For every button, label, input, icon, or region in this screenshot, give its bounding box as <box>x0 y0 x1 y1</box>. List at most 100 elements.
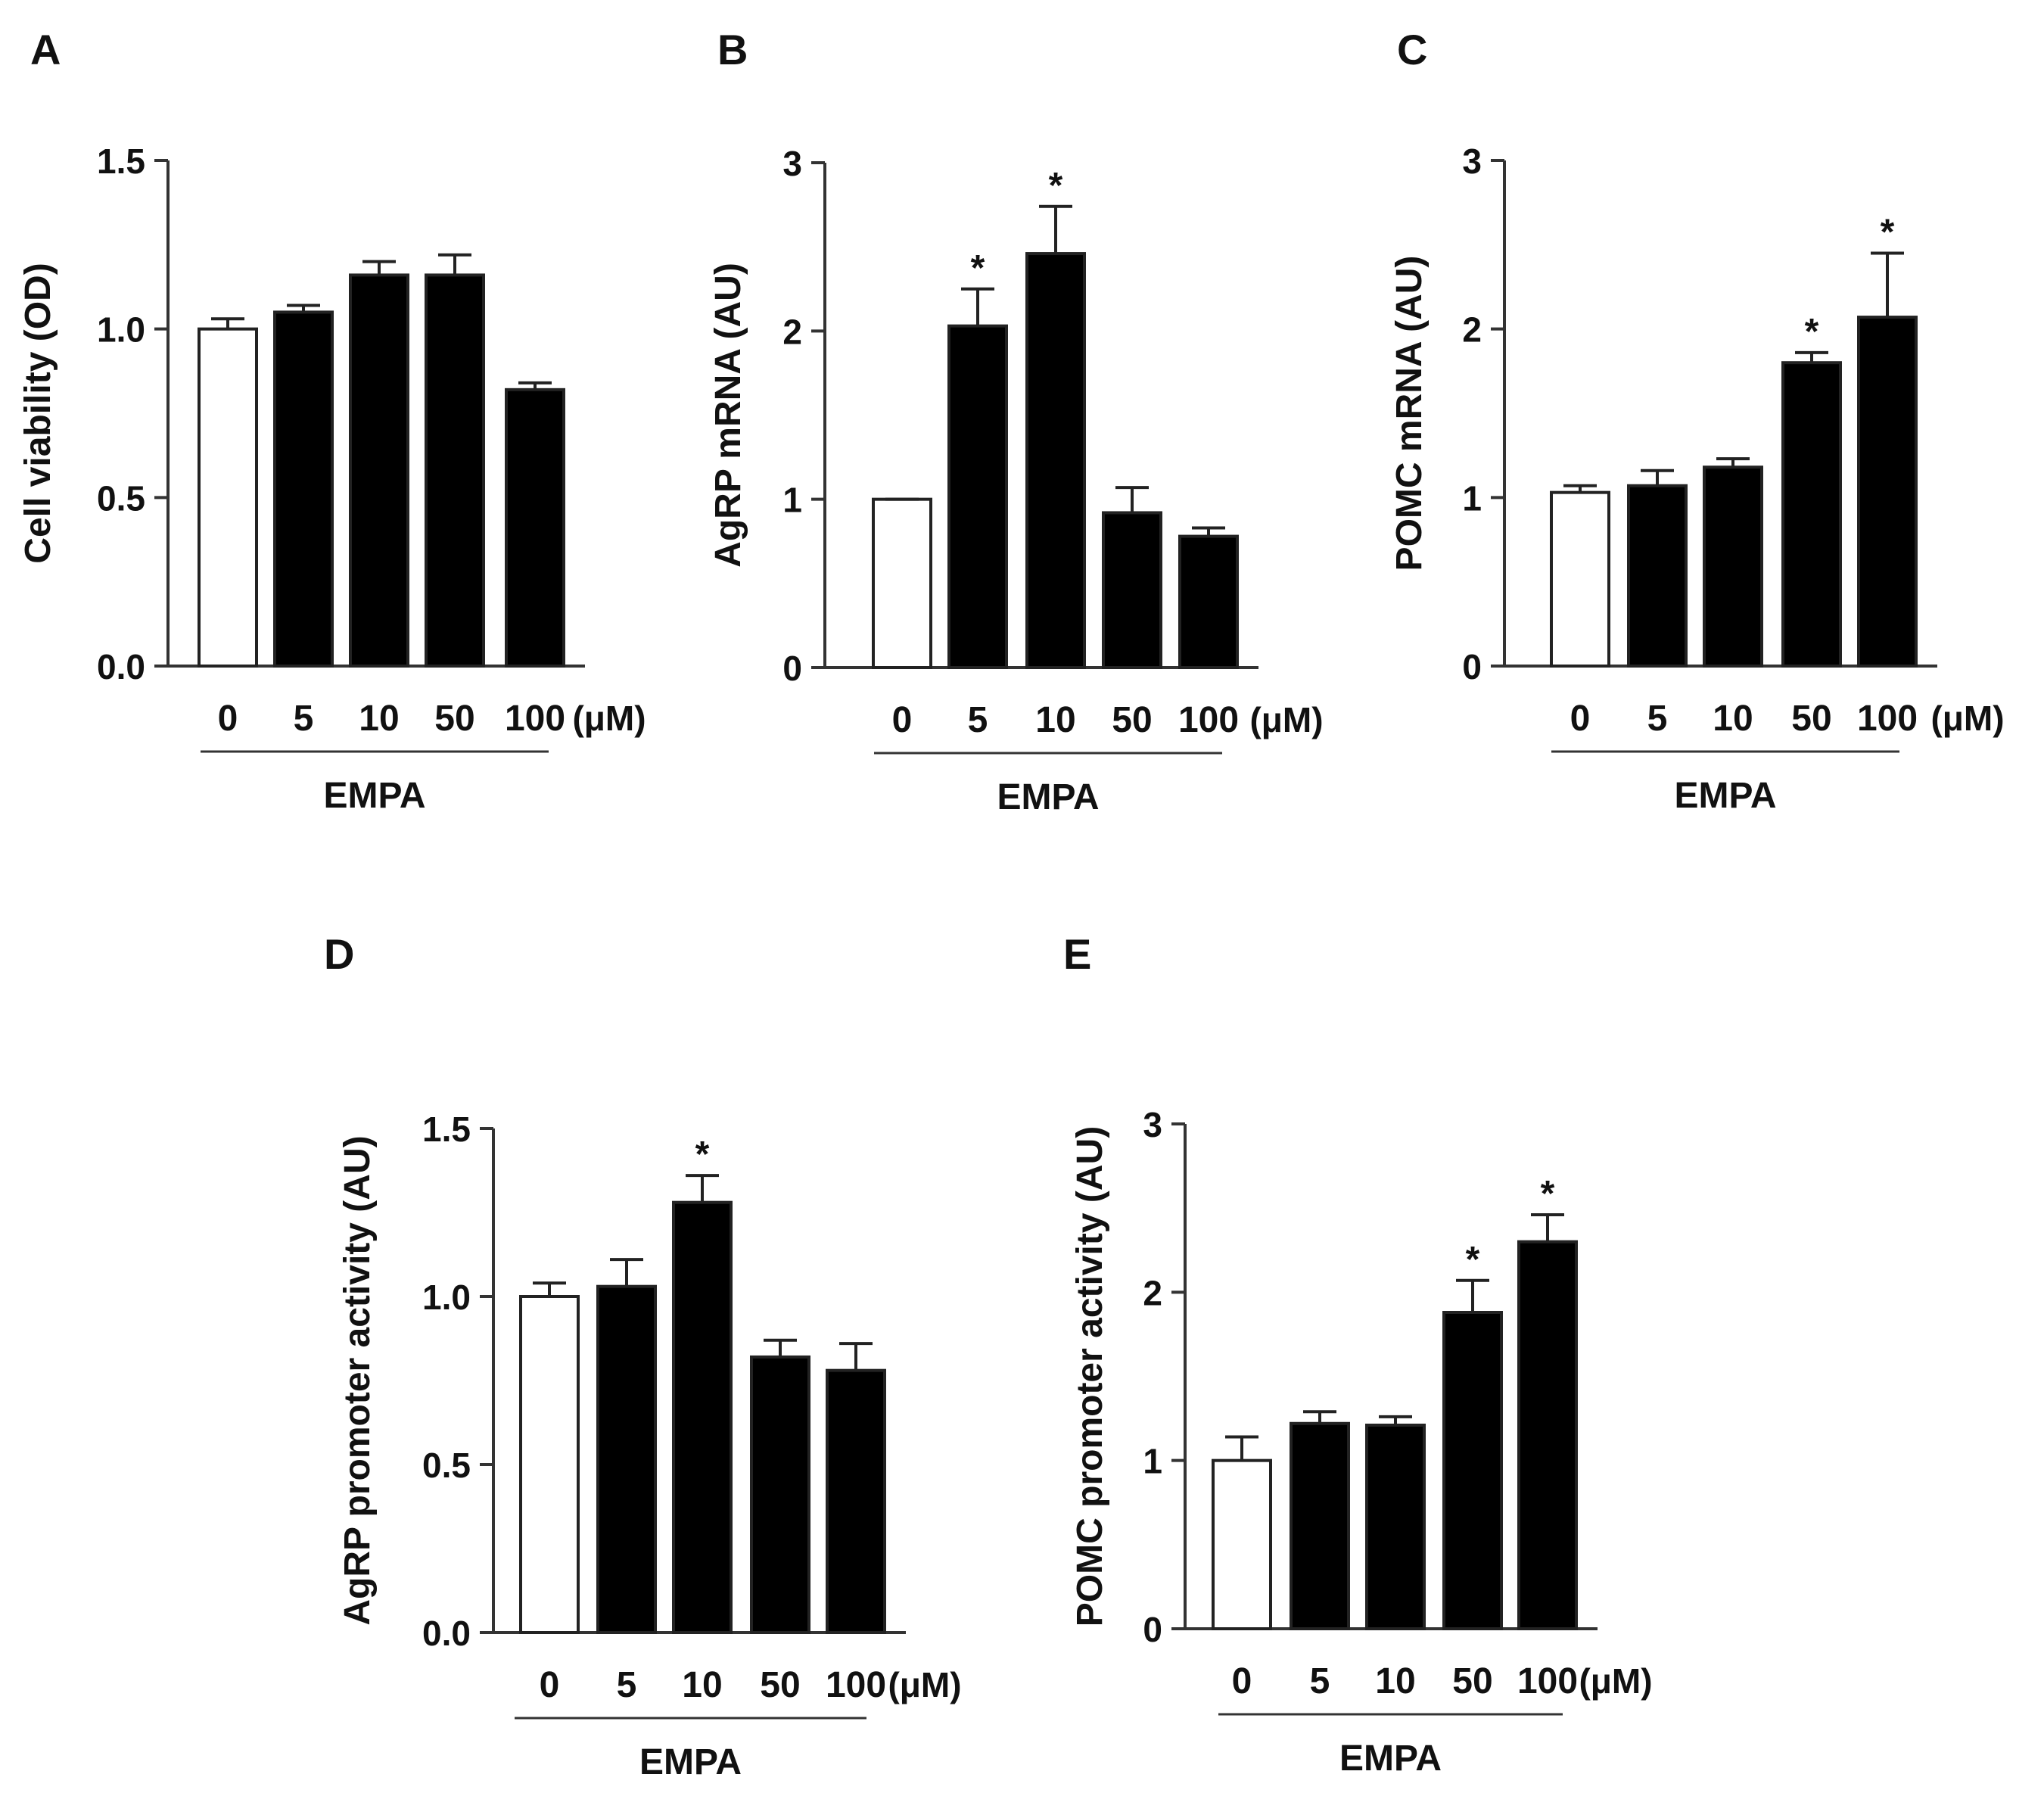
y-tick-label: 1.5 <box>97 142 145 181</box>
x-tick-label: 10 <box>682 1665 722 1705</box>
panel-letter: C <box>1397 26 1427 73</box>
y-tick-label: 2 <box>1462 310 1482 350</box>
bar-10 <box>349 273 409 668</box>
bar-5 <box>1627 484 1688 668</box>
y-tick-label: 1 <box>1462 478 1482 518</box>
panel-letter: D <box>324 930 354 978</box>
group-label: EMPA <box>997 777 1099 817</box>
y-axis-label: POMC mRNA (AU) <box>1389 256 1430 571</box>
bar-100 <box>1517 1240 1578 1630</box>
bar-5 <box>1290 1421 1350 1630</box>
panel-b: B 0 1 2 3 AgRP mRNA (AU) 0 * 5 * 10 50 100 (μM) EMPA <box>708 26 1324 817</box>
bar-50 <box>1781 361 1842 668</box>
significance-star: * <box>1541 1174 1555 1214</box>
bar-50 <box>1442 1311 1503 1630</box>
y-tick-label: 0.5 <box>422 1446 471 1485</box>
unit-label: (μM) <box>1249 700 1323 739</box>
x-tick-label: 50 <box>1791 699 1831 739</box>
bar-10 <box>672 1200 733 1635</box>
x-tick-label: 100 <box>1178 700 1239 740</box>
x-tick-label: 5 <box>617 1665 637 1705</box>
group-label: EMPA <box>1674 776 1776 816</box>
x-tick-label: 10 <box>1035 700 1075 740</box>
x-tick-label: 10 <box>1713 699 1753 739</box>
bar-10 <box>1703 465 1763 668</box>
panel-e: E 0 1 2 3 POMC promoter activity (AU) 0 5 10 * 50 *… <box>1063 930 1653 1779</box>
x-tick-label: 0 <box>1570 699 1591 739</box>
y-tick-label: 0 <box>782 649 802 688</box>
y-tick-label: 0.0 <box>422 1614 471 1653</box>
bar-5 <box>596 1284 657 1635</box>
bar-0 <box>198 327 258 668</box>
bar-10 <box>1365 1423 1426 1631</box>
y-tick-label: 1 <box>782 481 802 520</box>
unit-label: (μM) <box>1579 1661 1652 1701</box>
y-tick-label: 3 <box>1462 142 1482 181</box>
panel-letter: E <box>1063 930 1091 978</box>
x-tick-label: 10 <box>359 699 399 739</box>
panel-letter: A <box>30 26 61 73</box>
x-tick-label: 50 <box>1112 700 1152 740</box>
bar-100 <box>505 388 565 668</box>
x-tick-label: 0 <box>1232 1661 1252 1701</box>
bar-100 <box>1178 534 1239 670</box>
y-tick-label: 1.0 <box>97 310 145 350</box>
x-tick-label: 0 <box>892 700 913 740</box>
group-label: EMPA <box>1339 1739 1442 1779</box>
x-tick-label: 50 <box>760 1665 800 1705</box>
group-label: EMPA <box>639 1742 742 1782</box>
bar-5 <box>273 310 334 668</box>
x-tick-label: 100 <box>826 1665 886 1705</box>
bar-50 <box>1102 511 1162 669</box>
significance-star: * <box>971 248 985 288</box>
y-tick-label: 1.5 <box>422 1110 471 1149</box>
bar-0 <box>519 1295 580 1634</box>
x-tick-label: 0 <box>218 699 238 739</box>
y-tick-label: 2 <box>782 312 802 351</box>
x-tick-label: 5 <box>1310 1661 1330 1701</box>
x-tick-label: 5 <box>968 700 988 740</box>
y-tick-label: 0 <box>1143 1610 1162 1649</box>
bar-5 <box>947 324 1008 669</box>
y-axis-label: POMC promoter activity (AU) <box>1070 1126 1110 1626</box>
significance-star: * <box>1805 312 1819 352</box>
y-tick-label: 0 <box>1462 647 1482 686</box>
unit-label: (μM) <box>888 1665 961 1704</box>
significance-star: * <box>1881 212 1895 252</box>
significance-star: * <box>1049 166 1063 206</box>
x-tick-label: 100 <box>1517 1661 1578 1701</box>
y-tick-label: 3 <box>1143 1105 1162 1144</box>
y-tick-label: 1.0 <box>422 1278 471 1317</box>
x-tick-label: 50 <box>1452 1661 1492 1701</box>
panel-letter: B <box>717 26 748 73</box>
y-tick-label: 3 <box>782 144 802 183</box>
y-tick-label: 1 <box>1143 1442 1162 1481</box>
unit-label: (μM) <box>1930 699 2004 738</box>
bar-0 <box>1212 1458 1272 1630</box>
unit-label: (μM) <box>572 699 646 738</box>
y-tick-label: 0.5 <box>97 478 145 518</box>
x-tick-label: 50 <box>434 699 474 739</box>
bar-10 <box>1025 252 1086 669</box>
x-tick-label: 5 <box>1647 699 1668 739</box>
x-tick-label: 10 <box>1375 1661 1415 1701</box>
panel-d: D 0.0 0.5 1.0 1.5 AgRP promoter activity (AU)… <box>324 930 962 1782</box>
bar-0 <box>1550 490 1610 668</box>
y-axis-label: Cell viability (OD) <box>18 263 58 563</box>
significance-star: * <box>695 1135 710 1175</box>
bar-100 <box>1857 316 1918 668</box>
x-tick-label: 100 <box>1857 699 1918 739</box>
group-label: EMPA <box>323 776 425 816</box>
panel-c: C 0 1 2 3 POMC mRNA (AU) 0 5 10 * 50 * 100 (μM) EMPA <box>1389 26 2005 816</box>
y-axis-label: AgRP promoter activity (AU) <box>338 1135 378 1625</box>
panel-a: A 0.0 0.5 1.0 1.5 Cell viability (OD) 0 5 10 50 10… <box>18 26 646 816</box>
y-axis-label: AgRP mRNA (AU) <box>708 263 748 568</box>
y-tick-label: 0.0 <box>97 647 145 686</box>
x-tick-label: 0 <box>540 1665 560 1705</box>
x-tick-label: 100 <box>505 699 565 739</box>
bar-50 <box>750 1355 810 1635</box>
bar-0 <box>872 497 932 670</box>
y-tick-label: 2 <box>1143 1273 1162 1312</box>
bar-100 <box>826 1368 886 1635</box>
